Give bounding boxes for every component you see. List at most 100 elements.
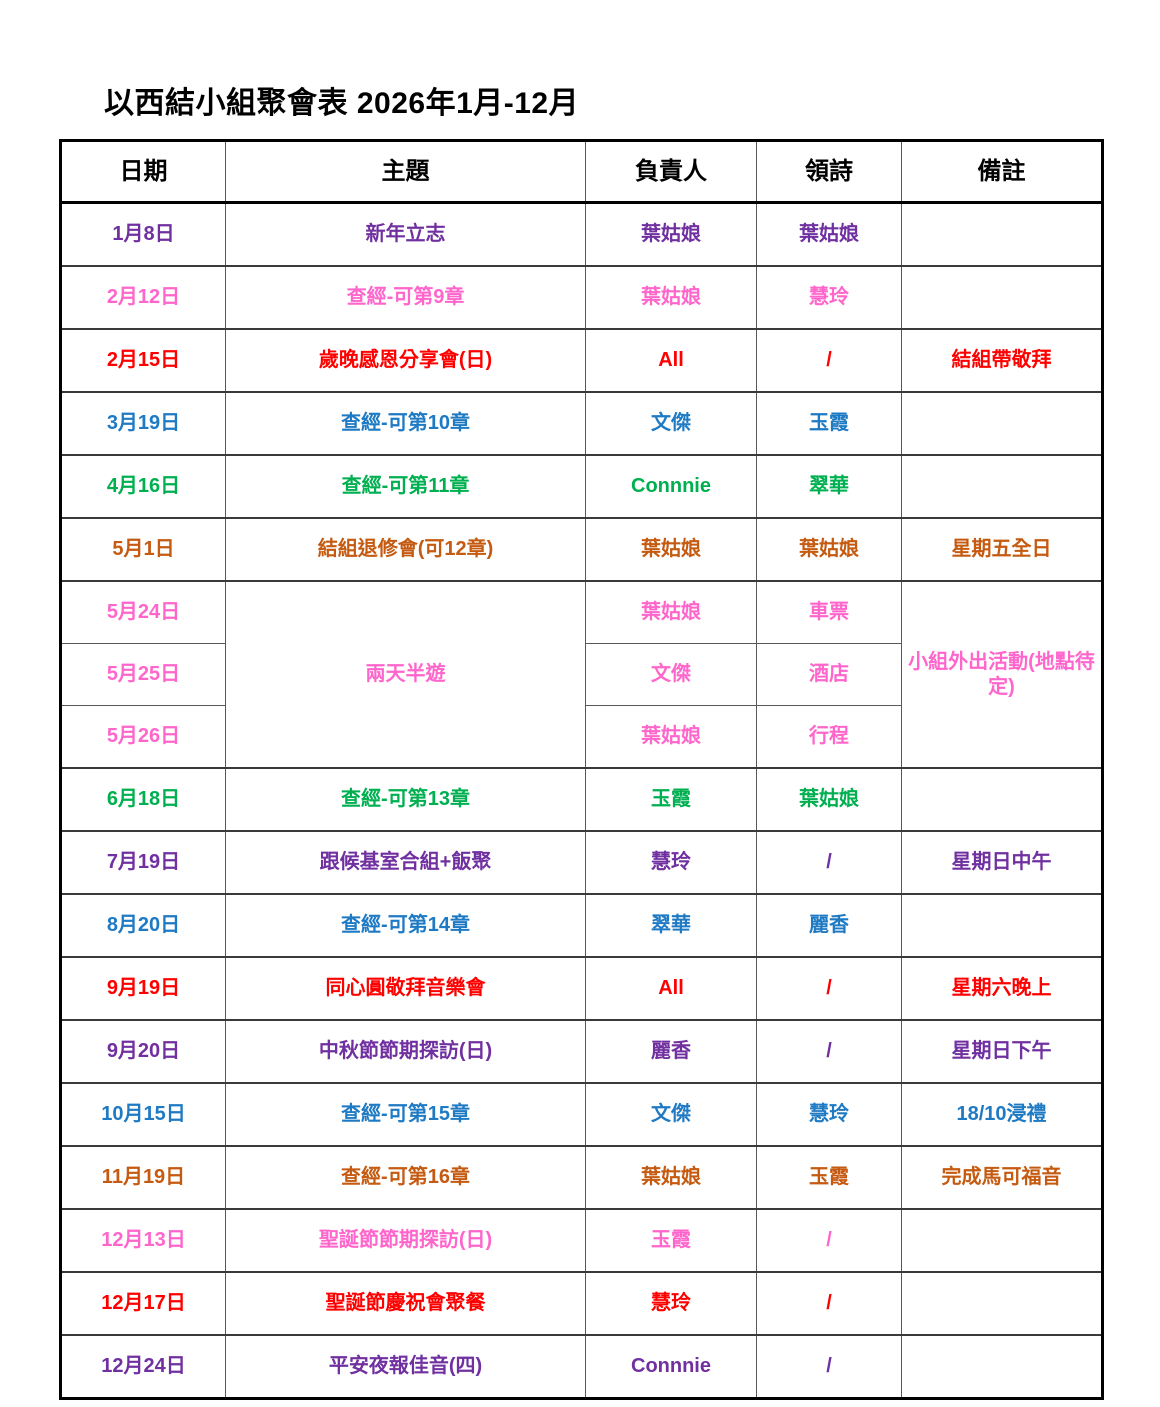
cell-note-merged: 小組外出活動(地點待定) [901, 580, 1103, 769]
cell-host: 葉姑娘 [585, 265, 757, 330]
cell-host: 文傑 [585, 643, 757, 706]
table-row: 3月19日 查經-可第10章 文傑 玉霞 [60, 391, 1103, 456]
table-row: 8月20日 查經-可第14章 翠華 麗香 [60, 893, 1103, 958]
cell-date: 5月24日 [60, 580, 226, 644]
cell-note [901, 1271, 1103, 1336]
cell-lead: / [756, 1334, 902, 1399]
cell-topic: 查經-可第11章 [225, 454, 586, 519]
column-header-topic: 主題 [225, 140, 586, 204]
cell-note: 星期五全日 [901, 517, 1103, 582]
table-row: 9月19日 同心圓敬拜音樂會 All / 星期六晚上 [60, 956, 1103, 1021]
cell-host: Connnie [585, 1334, 757, 1399]
cell-lead: 酒店 [756, 643, 902, 706]
cell-date: 1月8日 [60, 201, 226, 267]
cell-note [901, 391, 1103, 456]
cell-topic: 聖誕節慶祝會聚餐 [225, 1271, 586, 1336]
cell-host: 慧玲 [585, 830, 757, 895]
cell-date: 6月18日 [60, 767, 226, 832]
cell-note [901, 454, 1103, 519]
cell-host: 玉霞 [585, 767, 757, 832]
cell-date: 4月16日 [60, 454, 226, 519]
table-row: 5月26日 葉姑娘 行程 [60, 705, 1103, 769]
meeting-schedule-table: 日期 主題 負責人 領詩 備註 1月8日 新年立志 葉姑娘 葉姑娘 2月12日 查經-可第… [59, 139, 1104, 1400]
cell-note [901, 1334, 1103, 1399]
cell-host: 葉姑娘 [585, 580, 757, 644]
cell-topic: 查經-可第15章 [225, 1082, 586, 1147]
cell-lead: / [756, 830, 902, 895]
cell-note [901, 1208, 1103, 1273]
cell-host: All [585, 328, 757, 393]
cell-lead: 玉霞 [756, 391, 902, 456]
table-row: 5月25日 文傑 酒店 [60, 643, 1103, 706]
cell-topic: 查經-可第9章 [225, 265, 586, 330]
cell-note: 完成馬可福音 [901, 1145, 1103, 1210]
cell-host: Connnie [585, 454, 757, 519]
cell-date: 5月26日 [60, 705, 226, 769]
cell-topic: 聖誕節節期探訪(日) [225, 1208, 586, 1273]
cell-date: 5月1日 [60, 517, 226, 582]
cell-host: 葉姑娘 [585, 517, 757, 582]
cell-date: 10月15日 [60, 1082, 226, 1147]
cell-host: 葉姑娘 [585, 705, 757, 769]
cell-lead: / [756, 1271, 902, 1336]
cell-lead: 慧玲 [756, 1082, 902, 1147]
cell-lead: 車票 [756, 580, 902, 644]
table-row: 11月19日 查經-可第16章 葉姑娘 玉霞 完成馬可福音 [60, 1145, 1103, 1210]
cell-note: 18/10浸禮 [901, 1082, 1103, 1147]
cell-date: 8月20日 [60, 893, 226, 958]
cell-date: 9月19日 [60, 956, 226, 1021]
cell-date: 9月20日 [60, 1019, 226, 1084]
cell-note [901, 767, 1103, 832]
cell-lead: 麗香 [756, 893, 902, 958]
cell-note [901, 893, 1103, 958]
cell-host: 麗香 [585, 1019, 757, 1084]
cell-note: 結組帶敬拜 [901, 328, 1103, 393]
cell-lead: / [756, 1019, 902, 1084]
cell-topic: 歲晚感恩分享會(日) [225, 328, 586, 393]
cell-lead: 葉姑娘 [756, 767, 902, 832]
table-body: 1月8日 新年立志 葉姑娘 葉姑娘 2月12日 查經-可第9章 葉姑娘 慧玲 2月15日 歲晚感恩… [60, 201, 1103, 1399]
cell-lead: 葉姑娘 [756, 517, 902, 582]
cell-note: 星期六晚上 [901, 956, 1103, 1021]
column-header-note: 備註 [901, 140, 1103, 204]
column-header-lead: 領詩 [756, 140, 902, 204]
cell-topic-merged: 兩天半遊 [225, 580, 586, 769]
cell-lead: 翠華 [756, 454, 902, 519]
cell-lead: / [756, 956, 902, 1021]
cell-date: 2月15日 [60, 328, 226, 393]
table-row: 2月15日 歲晚感恩分享會(日) All / 結組帶敬拜 [60, 328, 1103, 393]
table-row: 12月17日 聖誕節慶祝會聚餐 慧玲 / [60, 1271, 1103, 1336]
cell-lead: 行程 [756, 705, 902, 769]
cell-note: 星期日中午 [901, 830, 1103, 895]
cell-host: 文傑 [585, 1082, 757, 1147]
cell-date: 3月19日 [60, 391, 226, 456]
cell-topic: 同心圓敬拜音樂會 [225, 956, 586, 1021]
cell-note: 星期日下午 [901, 1019, 1103, 1084]
cell-topic: 查經-可第16章 [225, 1145, 586, 1210]
cell-host: 慧玲 [585, 1271, 757, 1336]
table-row: 4月16日 查經-可第11章 Connnie 翠華 [60, 454, 1103, 519]
table-row: 10月15日 查經-可第15章 文傑 慧玲 18/10浸禮 [60, 1082, 1103, 1147]
table-row: 5月1日 結組退修會(可12章) 葉姑娘 葉姑娘 星期五全日 [60, 517, 1103, 582]
table-row: 1月8日 新年立志 葉姑娘 葉姑娘 [60, 201, 1103, 267]
table-row: 2月12日 查經-可第9章 葉姑娘 慧玲 [60, 265, 1103, 330]
cell-date: 11月19日 [60, 1145, 226, 1210]
table-row: 12月13日 聖誕節節期探訪(日) 玉霞 / [60, 1208, 1103, 1273]
cell-host: All [585, 956, 757, 1021]
cell-date: 12月24日 [60, 1334, 226, 1399]
page-title: 以西結小組聚會表 2026年1月-12月 [104, 87, 580, 120]
cell-host: 翠華 [585, 893, 757, 958]
table-row: 6月18日 查經-可第13章 玉霞 葉姑娘 [60, 767, 1103, 832]
column-header-host: 負責人 [585, 140, 757, 204]
cell-topic: 結組退修會(可12章) [225, 517, 586, 582]
cell-host: 葉姑娘 [585, 1145, 757, 1210]
table-header-row: 日期 主題 負責人 領詩 備註 [60, 140, 1103, 204]
cell-lead: 葉姑娘 [756, 201, 902, 267]
table-row: 5月24日 兩天半遊 葉姑娘 車票 小組外出活動(地點待定) [60, 580, 1103, 769]
column-header-date: 日期 [60, 140, 226, 204]
cell-lead: 慧玲 [756, 265, 902, 330]
table-row: 9月20日 中秋節節期探訪(日) 麗香 / 星期日下午 [60, 1019, 1103, 1084]
cell-date: 12月17日 [60, 1271, 226, 1336]
cell-note [901, 201, 1103, 267]
